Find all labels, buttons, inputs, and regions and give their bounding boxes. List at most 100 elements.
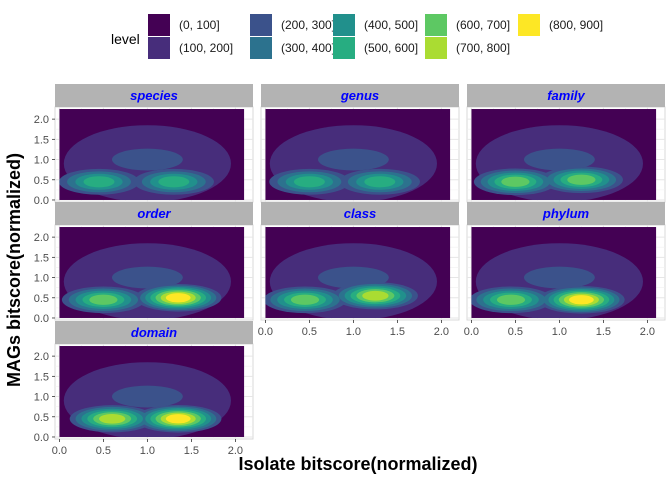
y-tick-label: 1.0	[34, 392, 49, 404]
x-tick-label: 0.5	[302, 326, 317, 338]
legend: level (0, 100] (100, 200] (200, 300] (300, …	[111, 14, 603, 59]
x-axis-title: Isolate bitscore(normalized)	[238, 454, 477, 474]
legend-item: (600, 700]	[425, 14, 510, 36]
y-tick-label: 0.5	[34, 412, 49, 424]
y-tick-label: 0.5	[34, 175, 49, 187]
x-tick-label: 0.0	[52, 445, 67, 457]
contour-level-3	[317, 148, 389, 171]
legend-swatch	[425, 14, 447, 36]
legend-label: (600, 700]	[456, 18, 510, 32]
legend-item: (300, 400]	[250, 37, 335, 59]
contour-level-7	[89, 294, 118, 305]
y-tick-label: 0.0	[34, 432, 49, 444]
legend-item: (100, 200]	[148, 37, 233, 59]
contour-level-3	[111, 266, 183, 289]
contour-level-6	[158, 176, 190, 188]
legend-item: (400, 500]	[333, 14, 418, 36]
x-tick-label: 0.0	[464, 326, 479, 338]
legend-swatch	[250, 14, 272, 36]
contour-level-9	[568, 295, 594, 305]
density-contours	[59, 109, 245, 200]
facet-panel-phylum: phylum 0.0 0.5 1.0 1.5 2.0	[464, 202, 666, 338]
legend-item: (0, 100]	[148, 14, 220, 36]
density-contours	[265, 227, 451, 318]
contour-level-7	[290, 294, 320, 305]
legend-item: (700, 800]	[425, 37, 510, 59]
facet-label: species	[130, 88, 178, 103]
legend-label: (0, 100]	[179, 18, 220, 32]
facet-panel-genus: genus	[260, 84, 460, 203]
legend-swatch	[333, 37, 355, 59]
x-tick-label: 1.0	[346, 326, 361, 338]
y-tick-label: 0.0	[34, 195, 49, 207]
contour-level-7	[496, 294, 526, 305]
facet-panel-species: species 0.0 0.5 1.0 1.5 2.0	[34, 84, 254, 207]
contour-level-3	[317, 266, 389, 289]
y-tick-label: 1.5	[34, 134, 49, 146]
y-axis-title: MAGs bitscore(normalized)	[4, 153, 24, 387]
legend-swatch	[148, 37, 170, 59]
facet-strip	[467, 84, 665, 107]
contour-level-6	[83, 176, 115, 188]
facet-label: domain	[131, 325, 177, 340]
facet-panel-family: family	[466, 84, 666, 203]
x-tick-label: 1.5	[390, 326, 405, 338]
contour-level-7	[501, 176, 530, 187]
contour-level-3	[523, 266, 595, 289]
legend-title: level	[111, 31, 140, 47]
legend-label: (300, 400]	[281, 41, 335, 55]
x-tick-label: 2.0	[228, 445, 243, 457]
legend-item: (500, 600]	[333, 37, 418, 59]
facet-strip	[55, 321, 253, 344]
facet-grid: species 0.0 0.5 1.0 1.5 2.0 genus family order 0.…	[34, 84, 666, 457]
density-contours	[471, 227, 657, 318]
x-tick-label: 1.0	[140, 445, 155, 457]
facet-strip	[55, 84, 253, 107]
contour-level-8	[99, 413, 126, 424]
x-tick-label: 0.5	[508, 326, 523, 338]
legend-label: (400, 500]	[364, 18, 418, 32]
x-tick-label: 1.5	[596, 326, 611, 338]
legend-label: (100, 200]	[179, 41, 233, 55]
y-tick-label: 1.5	[34, 252, 49, 264]
y-tick-label: 2.0	[34, 114, 49, 126]
legend-swatch	[148, 14, 170, 36]
legend-item: (200, 300]	[250, 14, 335, 36]
contour-level-6	[293, 176, 325, 188]
legend-label: (800, 900]	[549, 18, 603, 32]
y-tick-label: 2.0	[34, 232, 49, 244]
x-tick-label: 1.0	[552, 326, 567, 338]
facet-strip	[261, 202, 459, 225]
legend-label: (200, 300]	[281, 18, 335, 32]
contour-level-3	[111, 148, 183, 171]
legend-label: (700, 800]	[456, 41, 510, 55]
x-tick-label: 0.5	[96, 445, 111, 457]
facet-label: family	[547, 88, 585, 103]
facet-strip	[55, 202, 253, 225]
density-contours	[471, 109, 657, 200]
x-tick-label: 2.0	[640, 326, 655, 338]
facet-panel-class: class 0.0 0.5 1.0 1.5 2.0	[258, 202, 460, 338]
facet-label: phylum	[542, 206, 590, 221]
y-tick-label: 0.0	[34, 313, 49, 325]
facet-panel-order: order 0.0 0.5 1.0 1.5 2.0	[34, 202, 254, 325]
facet-strip	[261, 84, 459, 107]
contour-level-3	[523, 148, 595, 171]
facet-panel-domain: domain 0.0 0.5 1.0 1.5 2.0 0.0 0.5 1.0 1.5 2.0	[34, 321, 254, 457]
contour-level-8	[362, 290, 389, 301]
facet-label: genus	[340, 88, 379, 103]
x-tick-label: 2.0	[434, 326, 449, 338]
x-tick-label: 1.5	[184, 445, 199, 457]
y-tick-label: 1.0	[34, 273, 49, 285]
facet-label: class	[344, 206, 377, 221]
density-contours	[59, 346, 245, 437]
legend-swatch	[518, 14, 540, 36]
y-tick-label: 0.5	[34, 293, 49, 305]
legend-swatch	[250, 37, 272, 59]
legend-item: (800, 900]	[518, 14, 603, 36]
facet-label: order	[137, 206, 171, 221]
y-tick-label: 1.5	[34, 371, 49, 383]
contour-level-7	[567, 174, 596, 185]
density-contours	[265, 109, 451, 200]
